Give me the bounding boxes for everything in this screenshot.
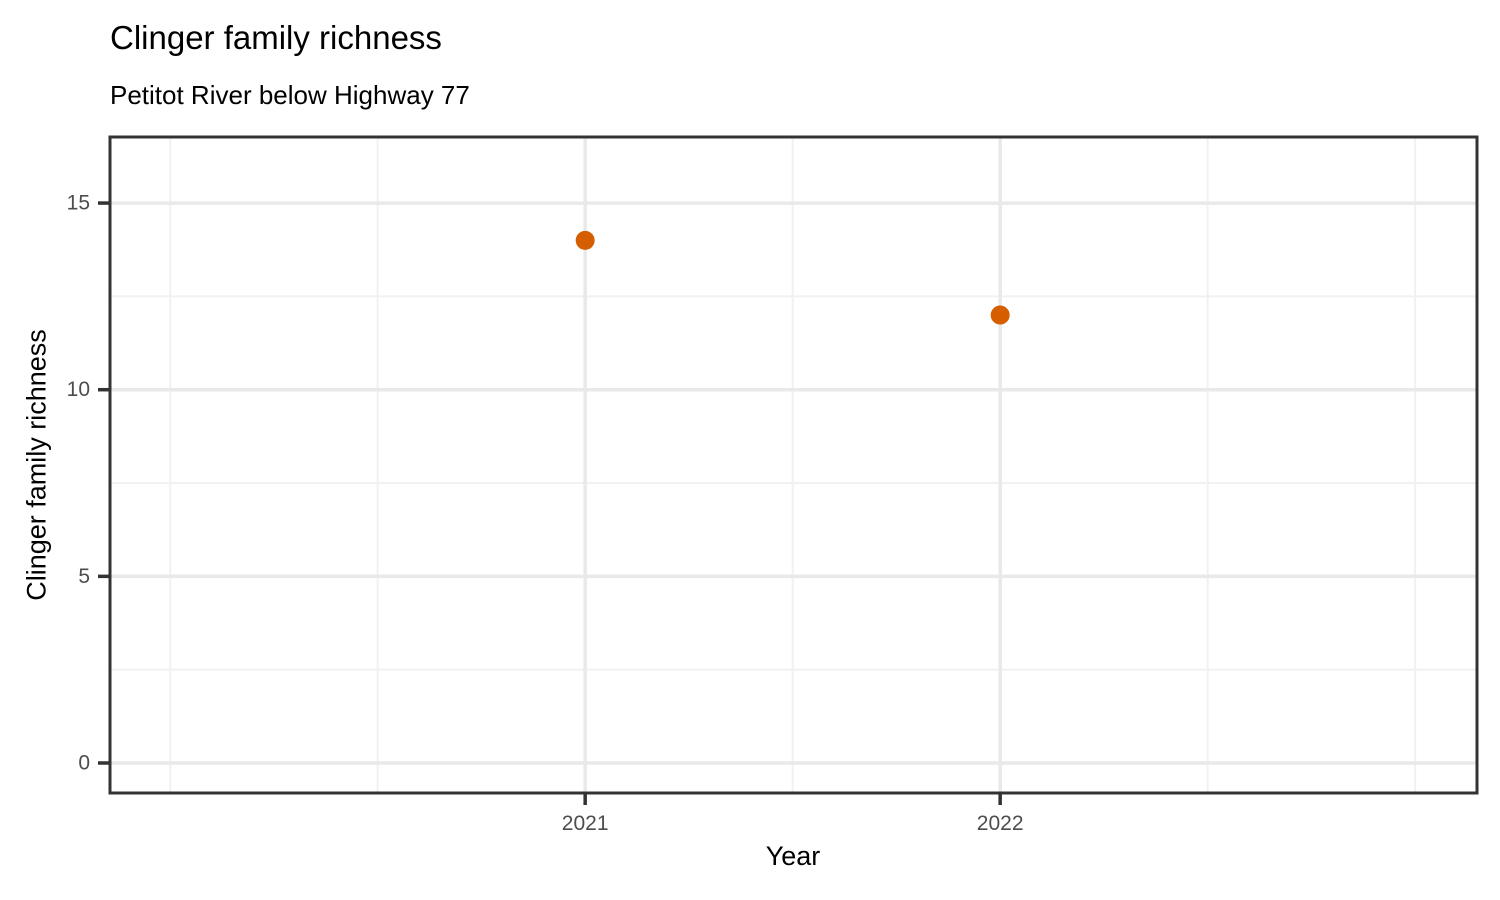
chart-title: Clinger family richness bbox=[110, 19, 442, 56]
panel-border bbox=[108, 135, 1479, 795]
data-point bbox=[575, 230, 595, 250]
x-tick-label: 2022 bbox=[977, 812, 1024, 835]
y-axis-title: Clinger family richness bbox=[21, 329, 52, 601]
y-tick-label: 10 bbox=[67, 378, 90, 401]
y-tick-label: 15 bbox=[67, 192, 90, 215]
data-point bbox=[990, 305, 1010, 325]
y-tick-label: 5 bbox=[78, 565, 90, 588]
x-axis-title: Year bbox=[765, 841, 821, 871]
chart-subtitle: Petitot River below Highway 77 bbox=[110, 80, 470, 110]
y-tick-label: 0 bbox=[78, 751, 90, 774]
x-tick-label: 2021 bbox=[562, 812, 609, 835]
